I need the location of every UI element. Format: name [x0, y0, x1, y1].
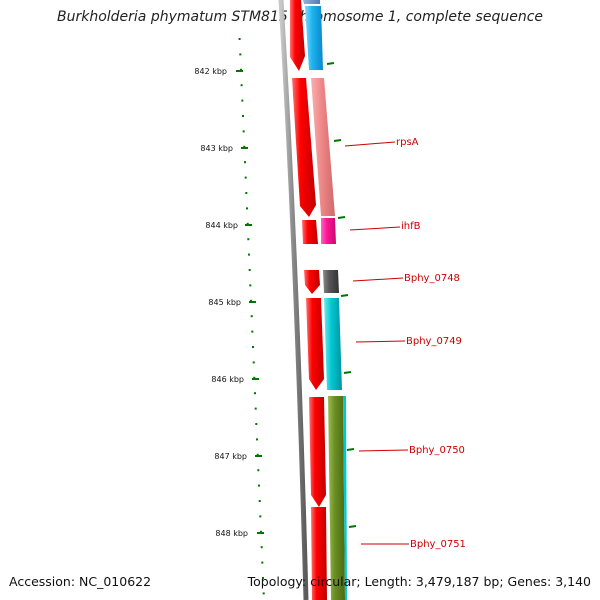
ruler-dot	[257, 469, 260, 472]
gene-label-ihfB: ihfB	[401, 221, 421, 232]
ruler-dot	[240, 84, 243, 87]
label-line-ihfB	[349, 226, 401, 231]
gene-label-Bphy_0750: Bphy_0750	[409, 445, 465, 456]
gene-label-Bphy_0748: Bphy_0748	[404, 273, 460, 284]
ruler-dot	[252, 346, 254, 348]
ruler-minor-dots	[238, 38, 265, 595]
label-line-rpsA	[344, 141, 396, 147]
label-line-Bphy_0748	[352, 277, 404, 282]
ruler-dot	[242, 115, 244, 117]
cds-arrow-5	[306, 298, 324, 390]
ruler-dot	[247, 238, 250, 241]
gene-Bphy_0748	[323, 270, 339, 293]
ruler-dot	[255, 423, 258, 425]
ruler-dot	[239, 53, 242, 56]
cds-arrow-1	[290, 0, 305, 71]
ruler-dot	[248, 269, 251, 271]
outer-track-marks	[326, 62, 357, 528]
gene-label-Bphy_0751: Bphy_0751	[410, 539, 466, 550]
ruler-label-842: 842 kbp	[194, 67, 227, 76]
gene-Bphy_0749	[324, 298, 342, 390]
ruler-label-846: 846 kbp	[211, 375, 244, 384]
ruler-dot	[258, 484, 260, 487]
ruler-label-844: 844 kbp	[205, 221, 238, 230]
ruler-dot	[256, 453, 259, 456]
gene-Bphy_0750	[328, 396, 345, 600]
ruler-dot	[252, 361, 255, 364]
gene-rpsA	[311, 78, 335, 216]
ruler-dot	[258, 500, 261, 502]
gene-label-Bphy_0749: Bphy_0749	[406, 336, 462, 347]
ruler-label-848: 848 kbp	[215, 529, 248, 538]
ruler-dot	[249, 284, 252, 287]
cds-arrow-4	[304, 270, 320, 294]
gene-top-steel	[303, 0, 320, 4]
gene-top-sky	[305, 6, 323, 70]
topology-info: Topology: circular; Length: 3,479,187 bp…	[247, 574, 591, 589]
ruler-dot	[240, 68, 242, 71]
cds-arrow-2	[292, 78, 316, 217]
ruler-dot	[246, 207, 248, 210]
label-line-Bphy_0750	[358, 449, 409, 452]
ruler-dot	[262, 592, 265, 595]
ruler-dot	[260, 530, 262, 533]
ruler-label-843: 843 kbp	[200, 144, 233, 153]
cds-block-7	[311, 507, 327, 600]
cds-track-outer	[303, 0, 347, 600]
accession-info: Accession: NC_010622	[9, 574, 152, 589]
ruler-dot	[250, 299, 252, 302]
cds-block-3	[302, 220, 318, 244]
ruler-dot	[261, 561, 264, 564]
label-line-Bphy_0749	[355, 340, 406, 343]
ruler-dot	[259, 515, 262, 518]
ruler-dot	[254, 407, 257, 410]
cds-track-inner	[290, 0, 327, 600]
gene-ihfB	[321, 218, 336, 244]
chromosome-backbone	[278, 0, 309, 600]
ruler-label-845: 845 kbp	[208, 298, 241, 307]
ruler-dot	[244, 161, 246, 164]
gene-labels: rpsA ihfB Bphy_0748 Bphy_0749 Bphy_0750 …	[344, 137, 466, 550]
ruler-dot	[248, 253, 250, 256]
ruler-dot	[243, 145, 246, 148]
gene-label-rpsA: rpsA	[396, 137, 419, 148]
cds-arrow-6	[309, 397, 326, 507]
ruler-dot	[256, 438, 258, 441]
ruler-dot	[242, 130, 245, 133]
ruler-major-ticks: 842 kbp 843 kbp 844 kbp 845 kbp 846 kbp …	[194, 67, 264, 538]
ruler-dot	[245, 192, 248, 194]
ruler-dot	[241, 99, 244, 102]
ruler-dot	[238, 38, 241, 40]
ruler-dot	[260, 546, 263, 549]
ruler-dot	[253, 376, 256, 379]
ruler-dot	[244, 176, 247, 179]
ruler-dot	[250, 315, 253, 318]
ruler-dot	[262, 577, 264, 579]
ruler-dot	[254, 392, 256, 395]
ruler-dot	[251, 330, 254, 333]
ruler-label-847: 847 kbp	[214, 452, 247, 461]
gene-right-edge	[343, 396, 347, 600]
ruler-dot	[246, 222, 249, 225]
